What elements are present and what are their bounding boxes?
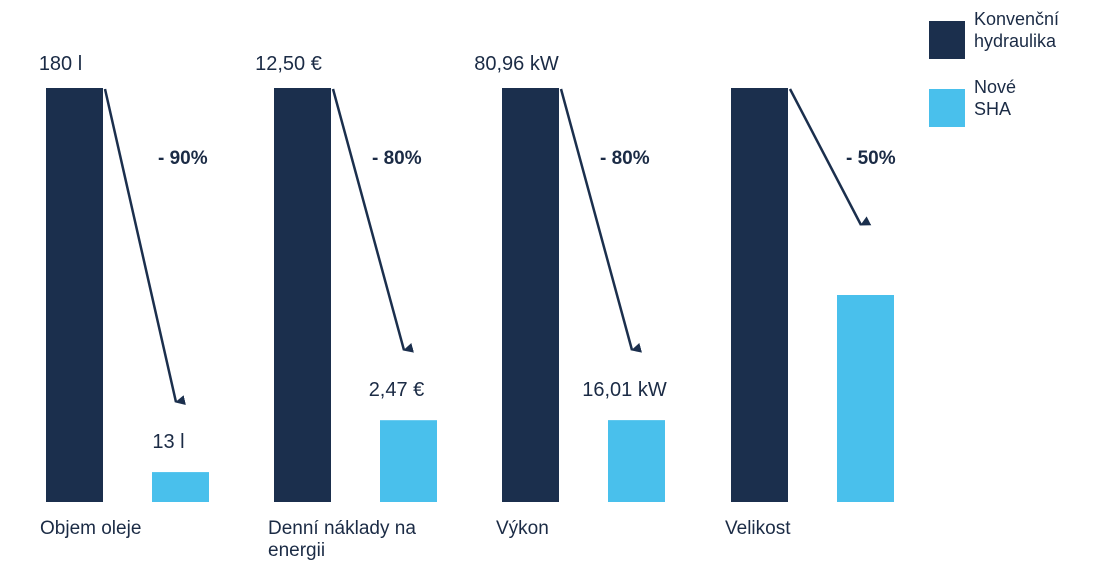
bar-group: 12,50 € 2,47 € - 80% Denní náklady na energi…: [255, 53, 437, 561]
category-label: Velikost: [725, 518, 791, 539]
bar-conventional: [731, 88, 788, 502]
value-label-new: 2,47 €: [369, 379, 425, 401]
reduction-label: - 80%: [600, 148, 650, 169]
bar-group: 80,96 kW 16,01 kW - 80% Výkon: [474, 53, 667, 539]
reduction-label: - 50%: [846, 148, 896, 169]
value-label-new: 16,01 kW: [582, 379, 667, 401]
bar-conventional: [502, 88, 559, 502]
bar-group: - 50% Velikost: [725, 88, 896, 539]
reduction-label: - 90%: [158, 148, 208, 169]
legend-swatch-conventional: [929, 21, 965, 59]
value-label-conventional: 180 l: [39, 53, 82, 75]
reduction-label: - 80%: [372, 148, 422, 169]
legend-label-new: Nové SHA: [974, 77, 1016, 119]
legend-swatch-new: [929, 89, 965, 127]
value-label-new: 13 l: [152, 431, 184, 453]
legend-label-conventional: Konvenční hydraulika: [974, 9, 1059, 51]
value-label-conventional: 12,50 €: [255, 53, 322, 75]
reduction-arrow: [559, 88, 642, 353]
bar-new: [152, 472, 209, 502]
reduction-arrow: [788, 88, 872, 226]
value-label-conventional: 80,96 kW: [474, 53, 559, 75]
category-label: Objem oleje: [40, 518, 141, 539]
category-label: Výkon: [496, 518, 549, 539]
reduction-arrow: [103, 88, 186, 405]
reduction-arrow: [331, 88, 414, 353]
legend: Konvenční hydraulika Nové SHA: [929, 9, 1059, 127]
category-label: Denní náklady na energii: [268, 518, 416, 561]
bar-group: 180 l 13 l - 90% Objem oleje: [39, 53, 209, 539]
bar-new: [837, 295, 894, 502]
bar-conventional: [274, 88, 331, 502]
bar-conventional: [46, 88, 103, 502]
bar-new: [608, 420, 665, 502]
bar-new: [380, 420, 437, 502]
